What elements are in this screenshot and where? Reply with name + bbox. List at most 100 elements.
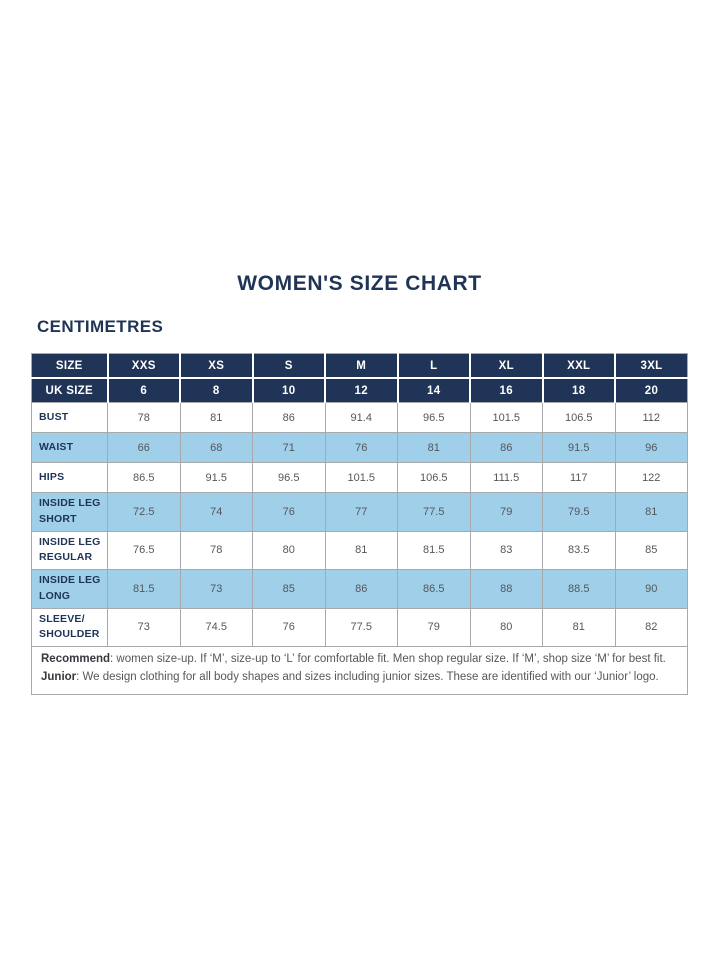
size-col-header: XS: [179, 353, 253, 379]
footnote-text: : women size-up. If ‘M’, size-up to ‘L’ …: [110, 653, 666, 665]
row-label: INSIDE LEG REGULAR: [31, 530, 108, 570]
value-cell: 86.5: [107, 462, 181, 493]
uk-size-cell: 16: [469, 378, 543, 403]
unit-label: CENTIMETRES: [37, 317, 164, 336]
uk-size-cell: 6: [106, 378, 180, 403]
value-cell: 122: [614, 462, 688, 493]
value-cell: 78: [107, 402, 181, 433]
size-col-header: S: [251, 353, 325, 379]
value-cell: 73: [179, 569, 253, 609]
value-cell: 77.5: [397, 492, 471, 532]
value-cell: 80: [469, 607, 543, 647]
value-cell: 106.5: [397, 462, 471, 493]
value-cell: 106.5: [542, 402, 616, 433]
value-cell: 79: [397, 607, 471, 647]
value-cell: 96: [614, 432, 688, 463]
value-cell: 83: [469, 530, 543, 570]
value-cell: 96.5: [397, 402, 471, 433]
footnote-line-junior: Junior: We design clothing for all body …: [41, 669, 678, 687]
size-col-header: XXL: [541, 353, 615, 379]
value-cell: 90: [614, 569, 688, 609]
value-cell: 101.5: [469, 402, 543, 433]
uk-size-header-row: UK SIZE 6 8 10 12 14 16 18 20: [31, 378, 688, 403]
value-cell: 112: [614, 402, 688, 433]
value-cell: 83.5: [542, 530, 616, 570]
value-cell: 86: [324, 569, 398, 609]
value-cell: 85: [252, 569, 326, 609]
footnotes-box: Recommend: women size-up. If ‘M’, size-u…: [31, 647, 688, 695]
value-cell: 81.5: [397, 530, 471, 570]
table-row: HIPS 86.5 91.5 96.5 101.5 106.5 111.5 117 122: [31, 462, 688, 493]
value-cell: 81.5: [107, 569, 181, 609]
value-cell: 77.5: [324, 607, 398, 647]
value-cell: 91.5: [179, 462, 253, 493]
value-cell: 81: [324, 530, 398, 570]
uk-size-cell: 14: [396, 378, 470, 403]
uk-size-cell: 8: [179, 378, 253, 403]
row-label: BUST: [31, 402, 108, 433]
value-cell: 81: [542, 607, 616, 647]
value-cell: 76: [252, 607, 326, 647]
value-cell: 88: [469, 569, 543, 609]
footnote-line-recommend: Recommend: women size-up. If ‘M’, size-u…: [41, 651, 678, 669]
size-header-label: SIZE: [31, 353, 108, 379]
size-header-row: SIZE XXS XS S M L XL XXL 3XL: [31, 353, 688, 379]
row-label: INSIDE LEG LONG: [31, 569, 108, 609]
footnote-text: : We design clothing for all body shapes…: [76, 670, 659, 683]
value-cell: 81: [397, 432, 471, 463]
size-table-body: BUST 78 81 86 91.4 96.5 101.5 106.5 112 WAIST 66 68…: [31, 402, 688, 647]
value-cell: 111.5: [469, 462, 543, 493]
value-cell: 96.5: [252, 462, 326, 493]
uk-size-cell: 10: [251, 378, 325, 403]
value-cell: 74.5: [179, 607, 253, 647]
value-cell: 66: [107, 432, 181, 463]
value-cell: 78: [179, 530, 253, 570]
size-table-header: SIZE XXS XS S M L XL XXL 3XL UK SIZE 6 8 10 12 14 16…: [31, 353, 688, 403]
table-row: INSIDE LEG LONG 81.5 73 85 86 86.5 88 88.5 90: [31, 569, 688, 609]
uk-size-cell: 20: [614, 378, 688, 403]
row-label: HIPS: [31, 462, 108, 493]
value-cell: 79: [469, 492, 543, 532]
size-col-header: XL: [469, 353, 543, 379]
value-cell: 86: [469, 432, 543, 463]
value-cell: 86.5: [397, 569, 471, 609]
uk-size-cell: 18: [541, 378, 615, 403]
size-col-header: XXS: [106, 353, 180, 379]
value-cell: 77: [324, 492, 398, 532]
value-cell: 117: [542, 462, 616, 493]
value-cell: 88.5: [542, 569, 616, 609]
table-row: INSIDE LEG REGULAR 76.5 78 80 81 81.5 83 83.5 85: [31, 530, 688, 570]
uk-size-cell: 12: [324, 378, 398, 403]
table-row: SLEEVE/ SHOULDER 73 74.5 76 77.5 79 80 81 82: [31, 607, 688, 647]
value-cell: 73: [107, 607, 181, 647]
value-cell: 76.5: [107, 530, 181, 570]
footnote-term: Recommend: [41, 653, 111, 665]
table-row: WAIST 66 68 71 76 81 86 91.5 96: [31, 432, 688, 463]
value-cell: 85: [614, 530, 688, 570]
value-cell: 79.5: [542, 492, 616, 532]
value-cell: 91.5: [542, 432, 616, 463]
row-label: WAIST: [31, 432, 108, 463]
footnote-term: Junior: [41, 670, 77, 683]
uk-size-header-label: UK SIZE: [31, 378, 108, 403]
table-row: BUST 78 81 86 91.4 96.5 101.5 106.5 112: [31, 402, 688, 433]
size-table: SIZE XXS XS S M L XL XXL 3XL UK SIZE 6 8 10 12 14 16…: [31, 353, 688, 647]
value-cell: 86: [252, 402, 326, 433]
value-cell: 81: [614, 492, 688, 532]
size-col-header: L: [396, 353, 470, 379]
page-title: WOMEN'S SIZE CHART: [237, 272, 482, 295]
row-label: INSIDE LEG SHORT: [31, 492, 108, 532]
size-col-header: M: [324, 353, 398, 379]
size-chart-sheet: WOMEN'S SIZE CHART CENTIMETRES SIZE XXS X…: [31, 0, 688, 695]
value-cell: 81: [179, 402, 253, 433]
value-cell: 68: [179, 432, 253, 463]
value-cell: 91.4: [324, 402, 398, 433]
value-cell: 101.5: [324, 462, 398, 493]
value-cell: 80: [252, 530, 326, 570]
value-cell: 76: [324, 432, 398, 463]
value-cell: 72.5: [107, 492, 181, 532]
value-cell: 82: [614, 607, 688, 647]
size-col-header: 3XL: [614, 353, 688, 379]
value-cell: 74: [179, 492, 253, 532]
value-cell: 71: [252, 432, 326, 463]
